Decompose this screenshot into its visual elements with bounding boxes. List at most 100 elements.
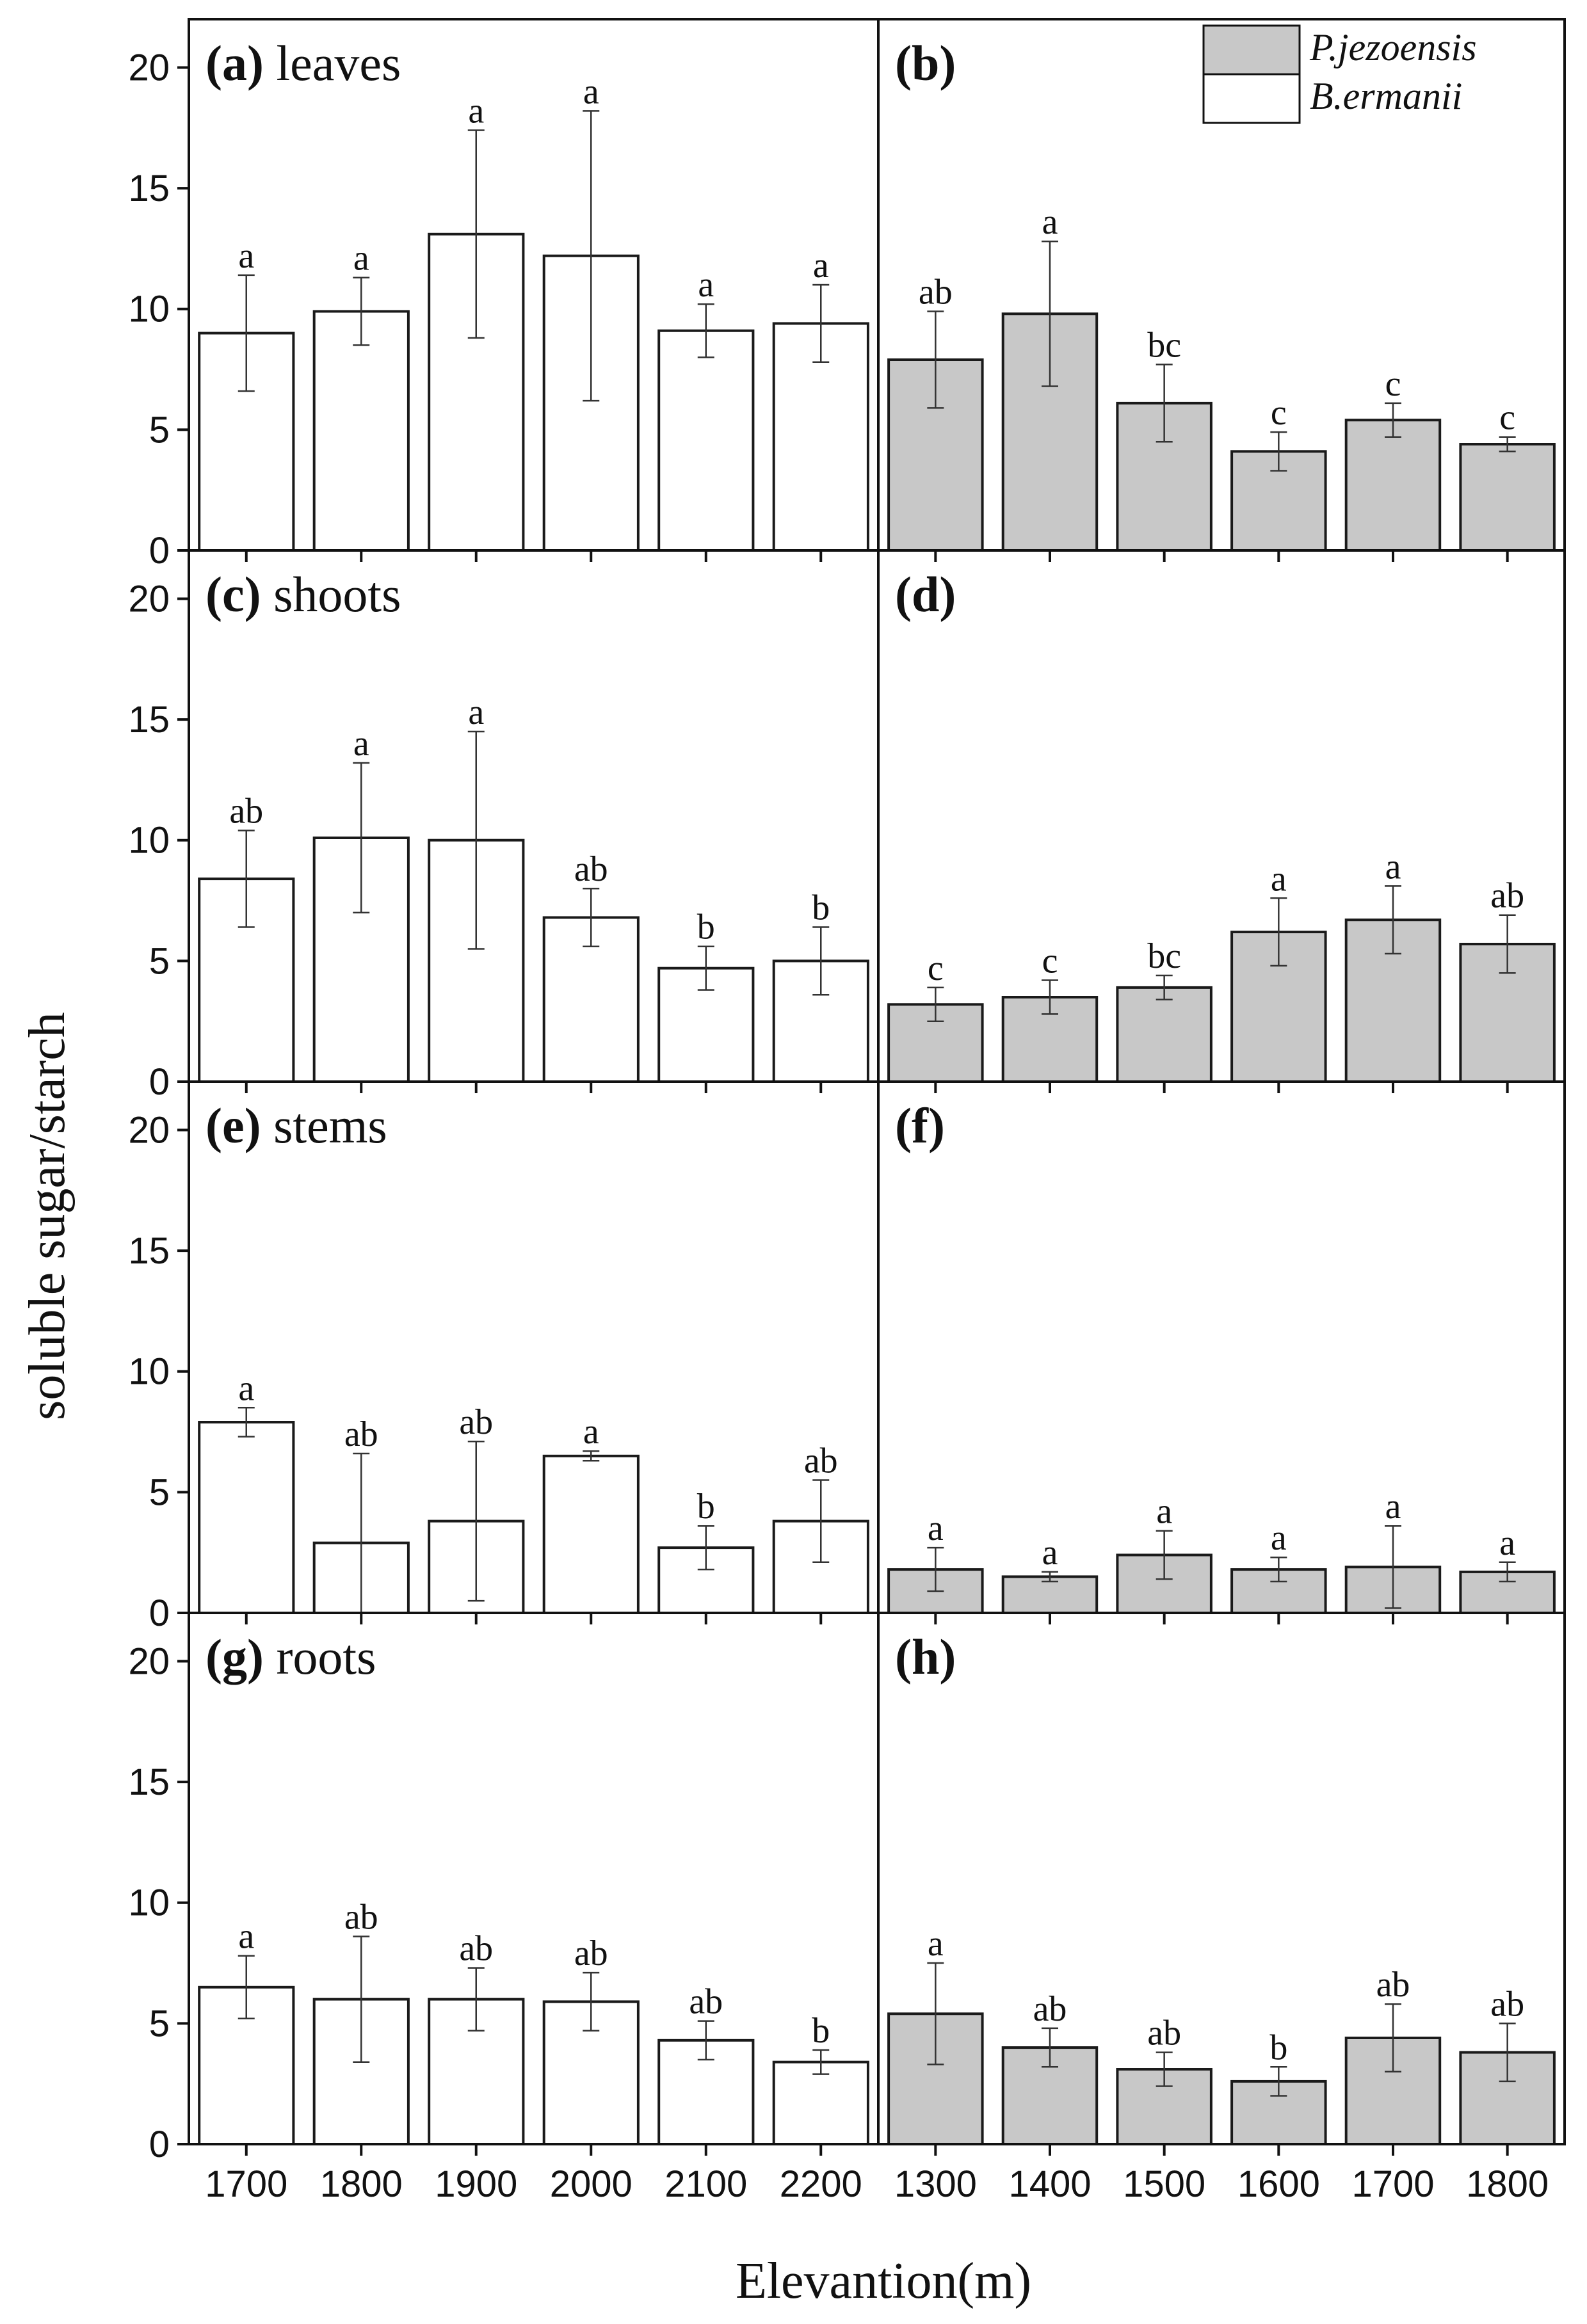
significance-label: ab bbox=[1490, 1984, 1524, 2024]
significance-label: a bbox=[238, 236, 254, 276]
significance-label: a bbox=[353, 724, 369, 764]
legend: P.jezoensis B.ermanii bbox=[1202, 24, 1477, 124]
significance-label: a bbox=[1385, 847, 1401, 886]
significance-label: ab bbox=[574, 1934, 608, 1973]
significance-label: b bbox=[697, 1487, 715, 1527]
y-tick-label: 20 bbox=[128, 1641, 170, 1683]
significance-label: bc bbox=[1147, 326, 1181, 365]
significance-label: b bbox=[812, 888, 830, 928]
y-tick-label: 5 bbox=[149, 940, 170, 982]
panel-letter: (f) bbox=[895, 1098, 945, 1153]
x-tick-label: 1300 bbox=[894, 2163, 977, 2205]
y-tick-label: 20 bbox=[128, 1110, 170, 1151]
x-tick-label: 2200 bbox=[780, 2163, 862, 2205]
panel-label-h: (h) bbox=[895, 1629, 956, 1685]
bar-a-1800 bbox=[312, 310, 410, 552]
y-tick-label: 5 bbox=[149, 1471, 170, 1513]
y-tick-label: 15 bbox=[128, 1761, 170, 1803]
significance-label: ab bbox=[459, 1929, 493, 1969]
panel-frame-h bbox=[877, 1612, 1566, 2145]
panel-letter: (g) bbox=[205, 1629, 264, 1685]
panel-frames: (a) leaves 0 5 10 15 20 (b) (c) shoots 0 5 10 15 20 (… bbox=[128, 18, 1566, 2205]
panel-label-e: (e) stems bbox=[205, 1098, 387, 1153]
bar-d-1500 bbox=[1116, 986, 1212, 1084]
y-tick-label: 20 bbox=[128, 579, 170, 620]
panel-tissue: stems bbox=[261, 1098, 387, 1153]
panel-tissue: leaves bbox=[264, 35, 401, 91]
bar-b-1700 bbox=[1344, 419, 1442, 552]
panel-label-f: (f) bbox=[895, 1098, 945, 1153]
panel-tissue: roots bbox=[264, 1629, 376, 1685]
y-tick-label: 15 bbox=[128, 1230, 170, 1272]
significance-label: ab bbox=[1033, 1989, 1067, 2029]
significance-label: a bbox=[813, 246, 829, 285]
panel-letter: (d) bbox=[895, 566, 956, 622]
y-tick-label: 0 bbox=[149, 2124, 170, 2165]
x-tick-label: 1400 bbox=[1008, 2163, 1091, 2205]
significance-label: ab bbox=[804, 1441, 838, 1481]
significance-label: ab bbox=[574, 849, 608, 889]
significance-label: ab bbox=[459, 1402, 493, 1442]
significance-label: c bbox=[1499, 398, 1515, 438]
significance-label: a bbox=[238, 1368, 254, 1408]
significance-label: a bbox=[468, 92, 484, 131]
significance-label: b bbox=[697, 908, 715, 947]
significance-label: c bbox=[928, 949, 944, 988]
significance-label: a bbox=[1156, 1492, 1172, 1532]
y-tick-label: 15 bbox=[128, 168, 170, 209]
x-tick-label: 2100 bbox=[665, 2163, 747, 2205]
legend-swatch-pjezoensis bbox=[1202, 24, 1301, 76]
significance-label: a bbox=[928, 1509, 944, 1548]
y-tick-label: 15 bbox=[128, 699, 170, 741]
significance-label: ab bbox=[919, 273, 953, 312]
y-tick-label: 10 bbox=[128, 820, 170, 861]
panel-letter: (a) bbox=[205, 35, 264, 91]
legend-label: P.jezoensis bbox=[1309, 26, 1477, 68]
bar-e-2000 bbox=[542, 1454, 640, 1615]
significance-label: c bbox=[1385, 364, 1401, 404]
significance-label: ab bbox=[1376, 1965, 1410, 2005]
y-tick-label: 0 bbox=[149, 1592, 170, 1634]
significance-label: a bbox=[928, 1924, 944, 1964]
y-tick-label: 20 bbox=[128, 47, 170, 89]
legend-swatch-bermanii bbox=[1202, 73, 1301, 124]
significance-label: ab bbox=[1147, 2014, 1181, 2053]
significance-label: a bbox=[1042, 202, 1058, 242]
y-tick-label: 5 bbox=[149, 409, 170, 451]
bar-a-2100 bbox=[657, 329, 755, 552]
legend-label: B.ermanii bbox=[1310, 75, 1462, 117]
significance-label: ab bbox=[229, 792, 263, 831]
significance-label: ab bbox=[344, 1414, 378, 1454]
significance-label: a bbox=[468, 693, 484, 732]
significance-label: ab bbox=[344, 1898, 378, 1937]
x-tick-label: 1800 bbox=[1466, 2163, 1549, 2205]
significance-label: a bbox=[1271, 1518, 1287, 1558]
significance-label: a bbox=[583, 72, 599, 111]
significance-label: a bbox=[353, 239, 369, 278]
significance-label: a bbox=[1499, 1523, 1515, 1563]
x-tick-label: 2000 bbox=[550, 2163, 632, 2205]
significance-label: ab bbox=[689, 1982, 723, 2022]
y-tick-label: 0 bbox=[149, 1061, 170, 1103]
x-tick-label: 1900 bbox=[435, 2163, 517, 2205]
x-tick-label: 1700 bbox=[205, 2163, 287, 2205]
x-tick-label: 1800 bbox=[320, 2163, 403, 2205]
panel-letter: (e) bbox=[205, 1098, 261, 1153]
significance-label: a bbox=[698, 265, 714, 305]
panel-label-a: (a) leaves bbox=[205, 35, 401, 91]
panel-tissue: shoots bbox=[261, 566, 401, 622]
y-tick-label: 10 bbox=[128, 1351, 170, 1393]
significance-label: b bbox=[1269, 2028, 1287, 2067]
significance-label: c bbox=[1042, 942, 1058, 981]
bar-c-2000 bbox=[542, 916, 640, 1083]
x-axis-title: Elevantion(m) bbox=[736, 2253, 1031, 2309]
panel-label-g: (g) roots bbox=[205, 1629, 376, 1685]
bar-e-1700 bbox=[198, 1421, 295, 1614]
y-tick-label: 10 bbox=[128, 1882, 170, 1924]
panel-letter: (c) bbox=[205, 566, 261, 622]
panel-label-c: (c) shoots bbox=[205, 566, 401, 622]
panel-letter: (b) bbox=[895, 35, 956, 91]
panel-label-b: (b) bbox=[895, 35, 956, 91]
